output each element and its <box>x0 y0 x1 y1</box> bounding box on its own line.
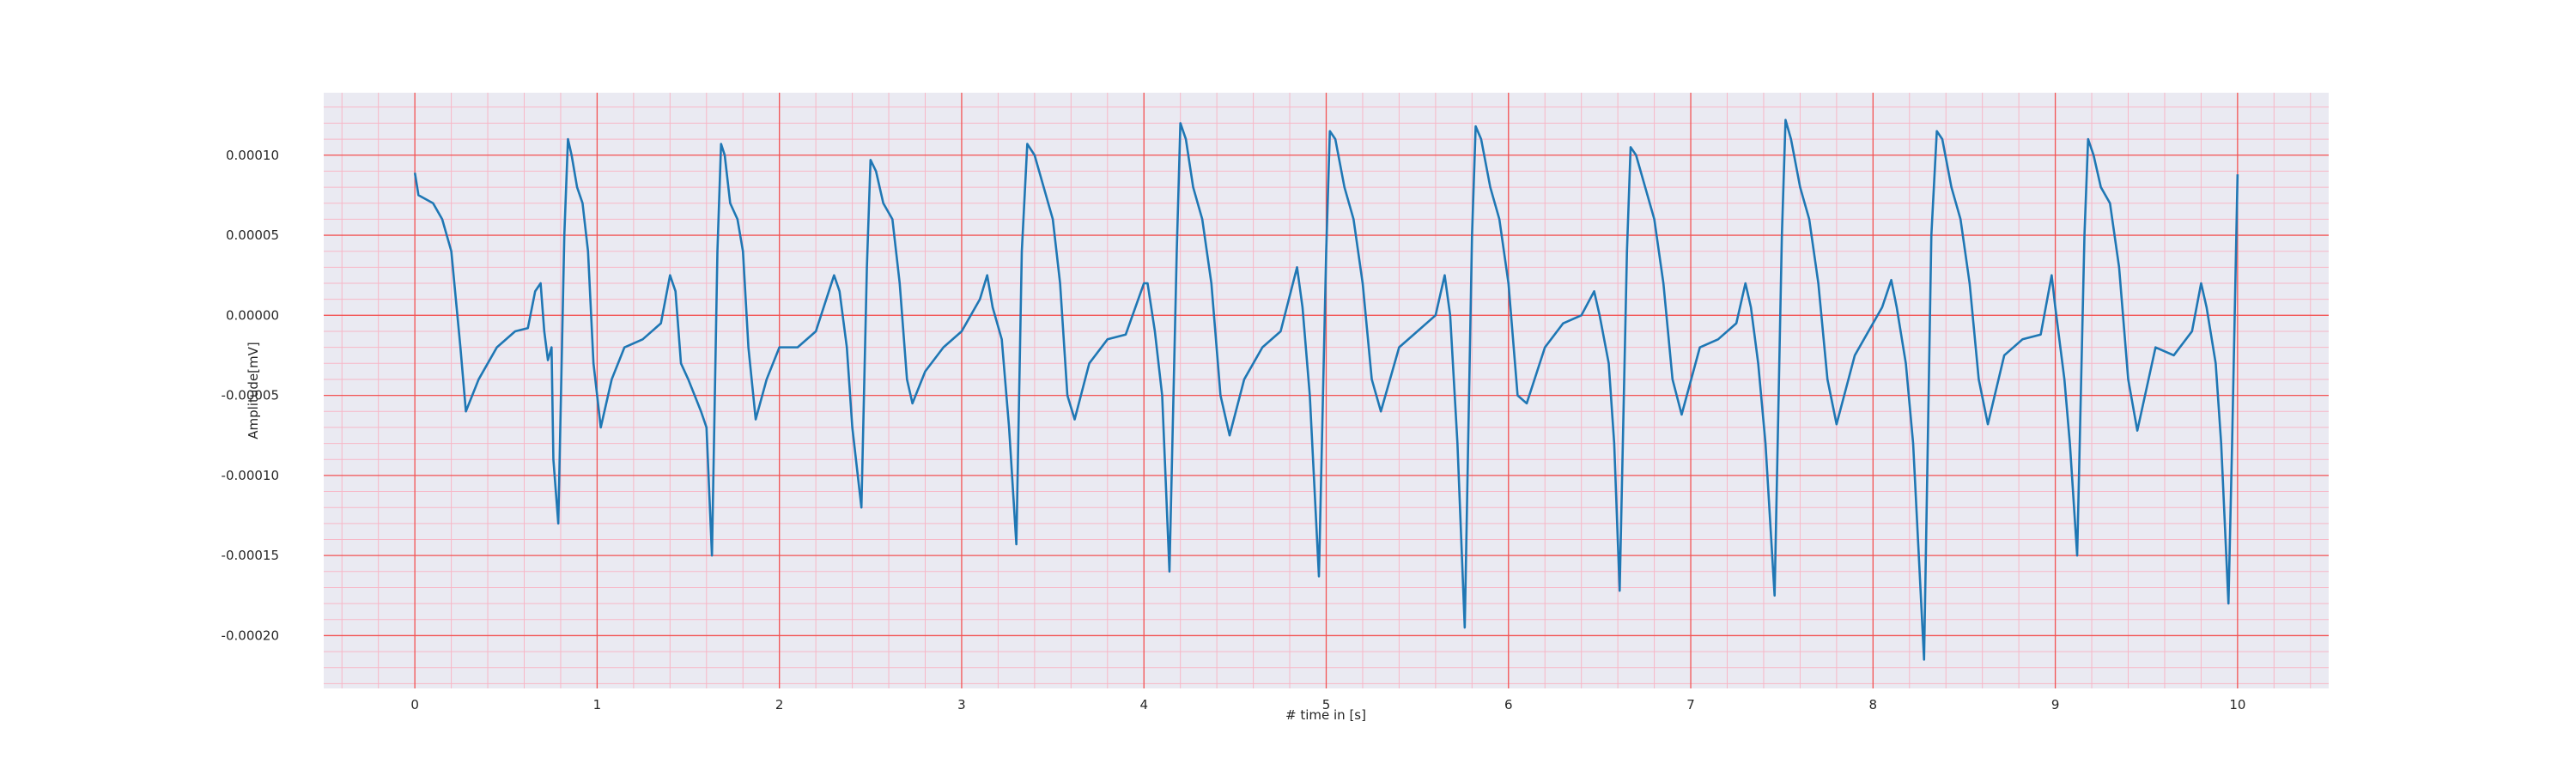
y-tick-label: 0.00000 <box>226 307 279 323</box>
x-tick-label: 4 <box>1139 697 1148 712</box>
signal-line <box>413 118 2239 661</box>
x-tick-label: 8 <box>1869 697 1878 712</box>
x-tick-label: 2 <box>775 697 784 712</box>
marks <box>413 118 2239 661</box>
x-axis-label: # time in [s] <box>1285 707 1366 723</box>
y-tick-label: -0.00020 <box>222 627 279 643</box>
y-tick-label: 0.00005 <box>226 227 279 243</box>
y-tick-label: -0.00015 <box>222 548 279 563</box>
y-tick-label: -0.00010 <box>222 468 279 483</box>
x-tick-label: 10 <box>2229 697 2245 712</box>
x-tick-label: 0 <box>410 697 419 712</box>
x-tick-label: 7 <box>1686 697 1695 712</box>
x-tick-label: 9 <box>2051 697 2060 712</box>
y-axis-label: Amplitude[mV] <box>246 342 261 439</box>
x-tick-label: 5 <box>1322 697 1331 712</box>
y-tick-label: -0.00005 <box>222 388 279 403</box>
y-tick-label: 0.00010 <box>226 148 279 163</box>
x-tick-label: 6 <box>1504 697 1513 712</box>
x-tick-label: 1 <box>593 697 602 712</box>
x-tick-label: 3 <box>957 697 966 712</box>
